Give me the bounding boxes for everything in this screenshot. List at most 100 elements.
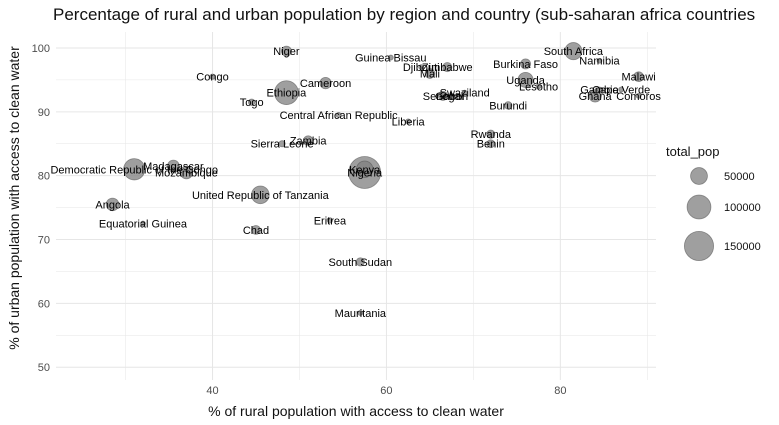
point-label: Burkina Faso bbox=[493, 59, 558, 71]
point-label: Madagascar bbox=[143, 161, 204, 173]
data-point bbox=[209, 73, 216, 80]
point-label: Cape Verde bbox=[592, 84, 650, 96]
point-label: Benin bbox=[477, 139, 505, 151]
legend-key bbox=[686, 194, 712, 220]
y-tick-label: 60 bbox=[38, 298, 50, 310]
data-point bbox=[504, 101, 513, 110]
data-point bbox=[179, 165, 194, 180]
data-point bbox=[618, 86, 625, 93]
point-label: Comoros bbox=[616, 91, 661, 103]
data-point bbox=[437, 90, 448, 101]
point-label: Kenya bbox=[349, 164, 381, 176]
point-label: Eritrea bbox=[314, 215, 347, 227]
point-label: Malawi bbox=[621, 72, 655, 84]
y-tick-label: 50 bbox=[38, 362, 50, 374]
point-label: Ghana bbox=[579, 91, 613, 103]
point-label: Zimbabwe bbox=[422, 62, 473, 74]
point-label: Namibia bbox=[579, 56, 620, 68]
data-point bbox=[448, 92, 455, 99]
data-point bbox=[596, 57, 603, 64]
point-label: Togo bbox=[240, 97, 264, 109]
data-point bbox=[355, 257, 365, 267]
data-point bbox=[326, 217, 333, 224]
point-label: Gabon bbox=[435, 91, 468, 103]
point-label: South Sudan bbox=[329, 257, 393, 269]
legend-label: 100000 bbox=[724, 202, 761, 214]
legend-key bbox=[690, 167, 708, 185]
point-label: Lesotho bbox=[519, 81, 558, 93]
point-label: Ethiopia bbox=[267, 88, 308, 100]
data-point bbox=[357, 310, 364, 316]
data-point bbox=[635, 92, 642, 99]
x-tick-label: 80 bbox=[554, 385, 566, 397]
x-axis-title: % of rural population with access to cle… bbox=[208, 403, 504, 419]
data-point bbox=[520, 58, 532, 70]
data-point bbox=[588, 89, 602, 103]
y-tick-label: 70 bbox=[38, 235, 50, 247]
point-label: Democratic Republic of the Congo bbox=[50, 164, 218, 176]
point-label: Mauritania bbox=[335, 308, 387, 320]
y-tick-label: 100 bbox=[32, 43, 50, 55]
point-label: Angola bbox=[95, 199, 130, 211]
panel-grid bbox=[56, 32, 656, 380]
x-tick-label: 40 bbox=[206, 385, 218, 397]
axis-ticks: 40 60 80 50 60 70 80 90 100 bbox=[32, 43, 567, 397]
data-point bbox=[105, 197, 120, 212]
legend-key bbox=[683, 230, 715, 262]
point-label: Mali bbox=[420, 69, 440, 81]
size-legend: total_pop 50000 100000 150000 bbox=[666, 144, 761, 262]
x-tick-label: 60 bbox=[380, 385, 392, 397]
data-point bbox=[319, 76, 332, 90]
data-point bbox=[424, 68, 436, 79]
data-point bbox=[535, 83, 542, 90]
point-label: Sierra Leone bbox=[251, 139, 314, 151]
legend-label: 50000 bbox=[724, 171, 755, 183]
data-point bbox=[517, 71, 534, 88]
point-label: Mozambique bbox=[155, 167, 218, 179]
point-label: Rwanda bbox=[471, 129, 512, 141]
data-point bbox=[442, 62, 453, 73]
point-label: Senegal bbox=[423, 91, 463, 103]
point-label: Uganda bbox=[506, 75, 545, 87]
point-label: Gambia bbox=[580, 84, 619, 96]
data-point bbox=[564, 42, 583, 61]
point-label: Djibouti bbox=[403, 62, 440, 74]
data-point bbox=[335, 112, 342, 118]
point-label: Niger bbox=[273, 46, 300, 58]
legend-title: total_pop bbox=[666, 144, 720, 159]
data-point bbox=[405, 118, 412, 125]
point-label: Congo bbox=[196, 72, 228, 84]
point-label: Zambia bbox=[290, 136, 328, 148]
point-label: South Africa bbox=[544, 46, 604, 58]
data-point bbox=[140, 220, 146, 227]
data-points bbox=[105, 42, 644, 316]
legend-label: 150000 bbox=[724, 241, 761, 253]
data-point bbox=[167, 159, 180, 173]
point-label: Equatorial Guinea bbox=[99, 219, 188, 231]
point-label: Cameroon bbox=[300, 78, 351, 90]
data-point bbox=[596, 86, 603, 93]
point-labels: Niger South Africa Guinea Bissau Namibia Dji… bbox=[50, 46, 661, 320]
data-point bbox=[123, 158, 146, 181]
data-point bbox=[274, 80, 299, 105]
point-label: United Republic of Tanzania bbox=[192, 190, 330, 202]
y-tick-label: 90 bbox=[38, 107, 50, 119]
point-label: Liberia bbox=[392, 116, 426, 128]
data-point bbox=[303, 135, 314, 146]
data-point bbox=[278, 140, 286, 148]
data-point bbox=[486, 129, 496, 139]
data-point bbox=[280, 45, 292, 57]
point-label: Guinea Bissau bbox=[355, 53, 427, 65]
data-point bbox=[461, 89, 468, 96]
data-point bbox=[251, 225, 261, 235]
data-point bbox=[633, 71, 644, 83]
data-point bbox=[486, 139, 496, 149]
y-tick-label: 80 bbox=[38, 171, 50, 183]
y-axis-title: % of urban population with access to cle… bbox=[6, 46, 22, 350]
point-label: Swaziland bbox=[440, 88, 490, 100]
data-point bbox=[418, 64, 425, 71]
chart-title: Percentage of rural and urban population… bbox=[53, 5, 755, 24]
data-point bbox=[251, 185, 270, 205]
data-point bbox=[387, 54, 394, 61]
